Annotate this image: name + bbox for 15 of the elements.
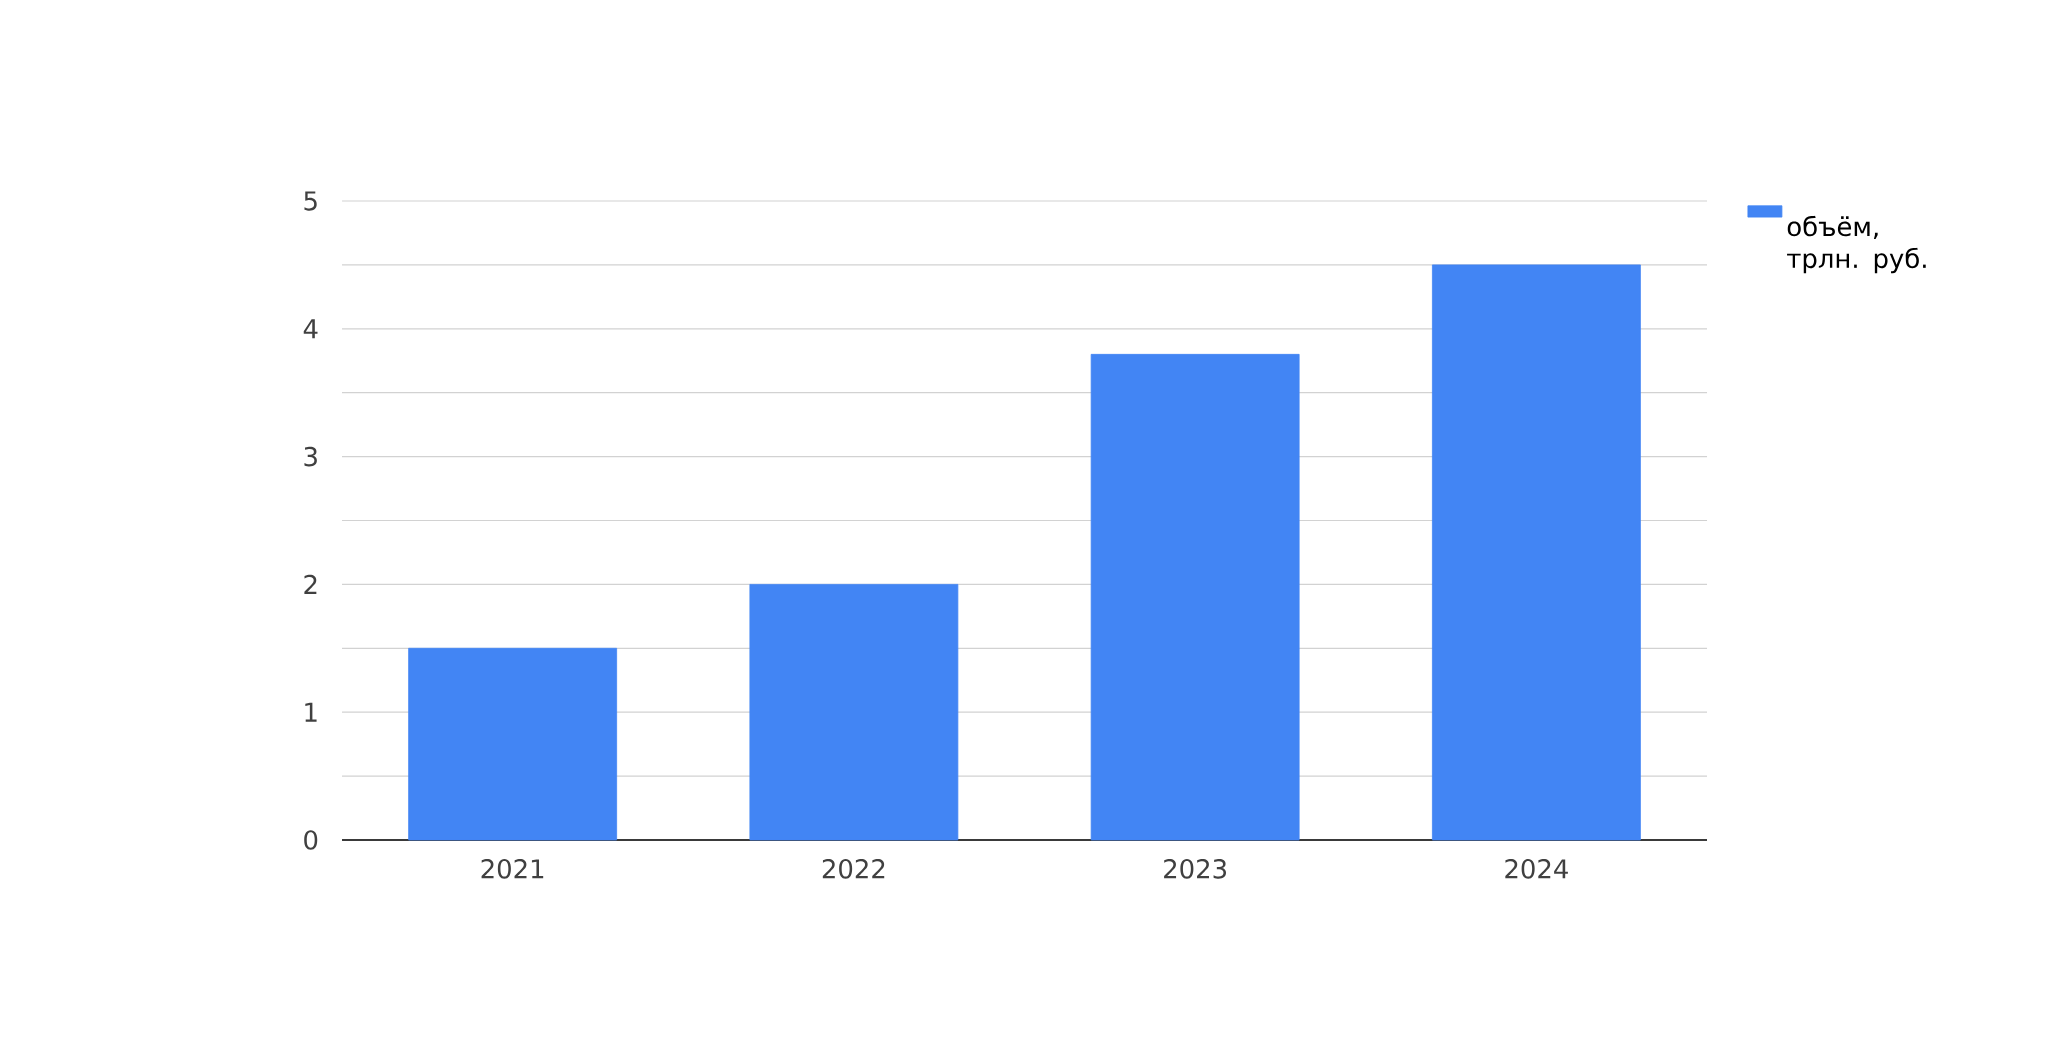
- y-tick-label: 4: [303, 319, 318, 339]
- y-tick-label: 5: [304, 191, 317, 211]
- y-tick-label: 2: [304, 574, 317, 595]
- x-tick-label: 2023: [1164, 859, 1227, 879]
- bar: [749, 584, 959, 841]
- bar: [408, 647, 618, 841]
- legend-label: объём, трлн. руб.: [1787, 215, 1926, 274]
- bar: [1090, 353, 1300, 841]
- x-tick-label: 2024: [1505, 859, 1568, 879]
- y-tick-label: 3: [304, 446, 317, 467]
- x-tick-label: 2021: [481, 859, 544, 879]
- y-tick-label: 0: [304, 830, 318, 850]
- bar: [1431, 264, 1641, 841]
- y-tick-label: 1: [305, 702, 317, 722]
- x-tick-label: 2022: [822, 859, 885, 879]
